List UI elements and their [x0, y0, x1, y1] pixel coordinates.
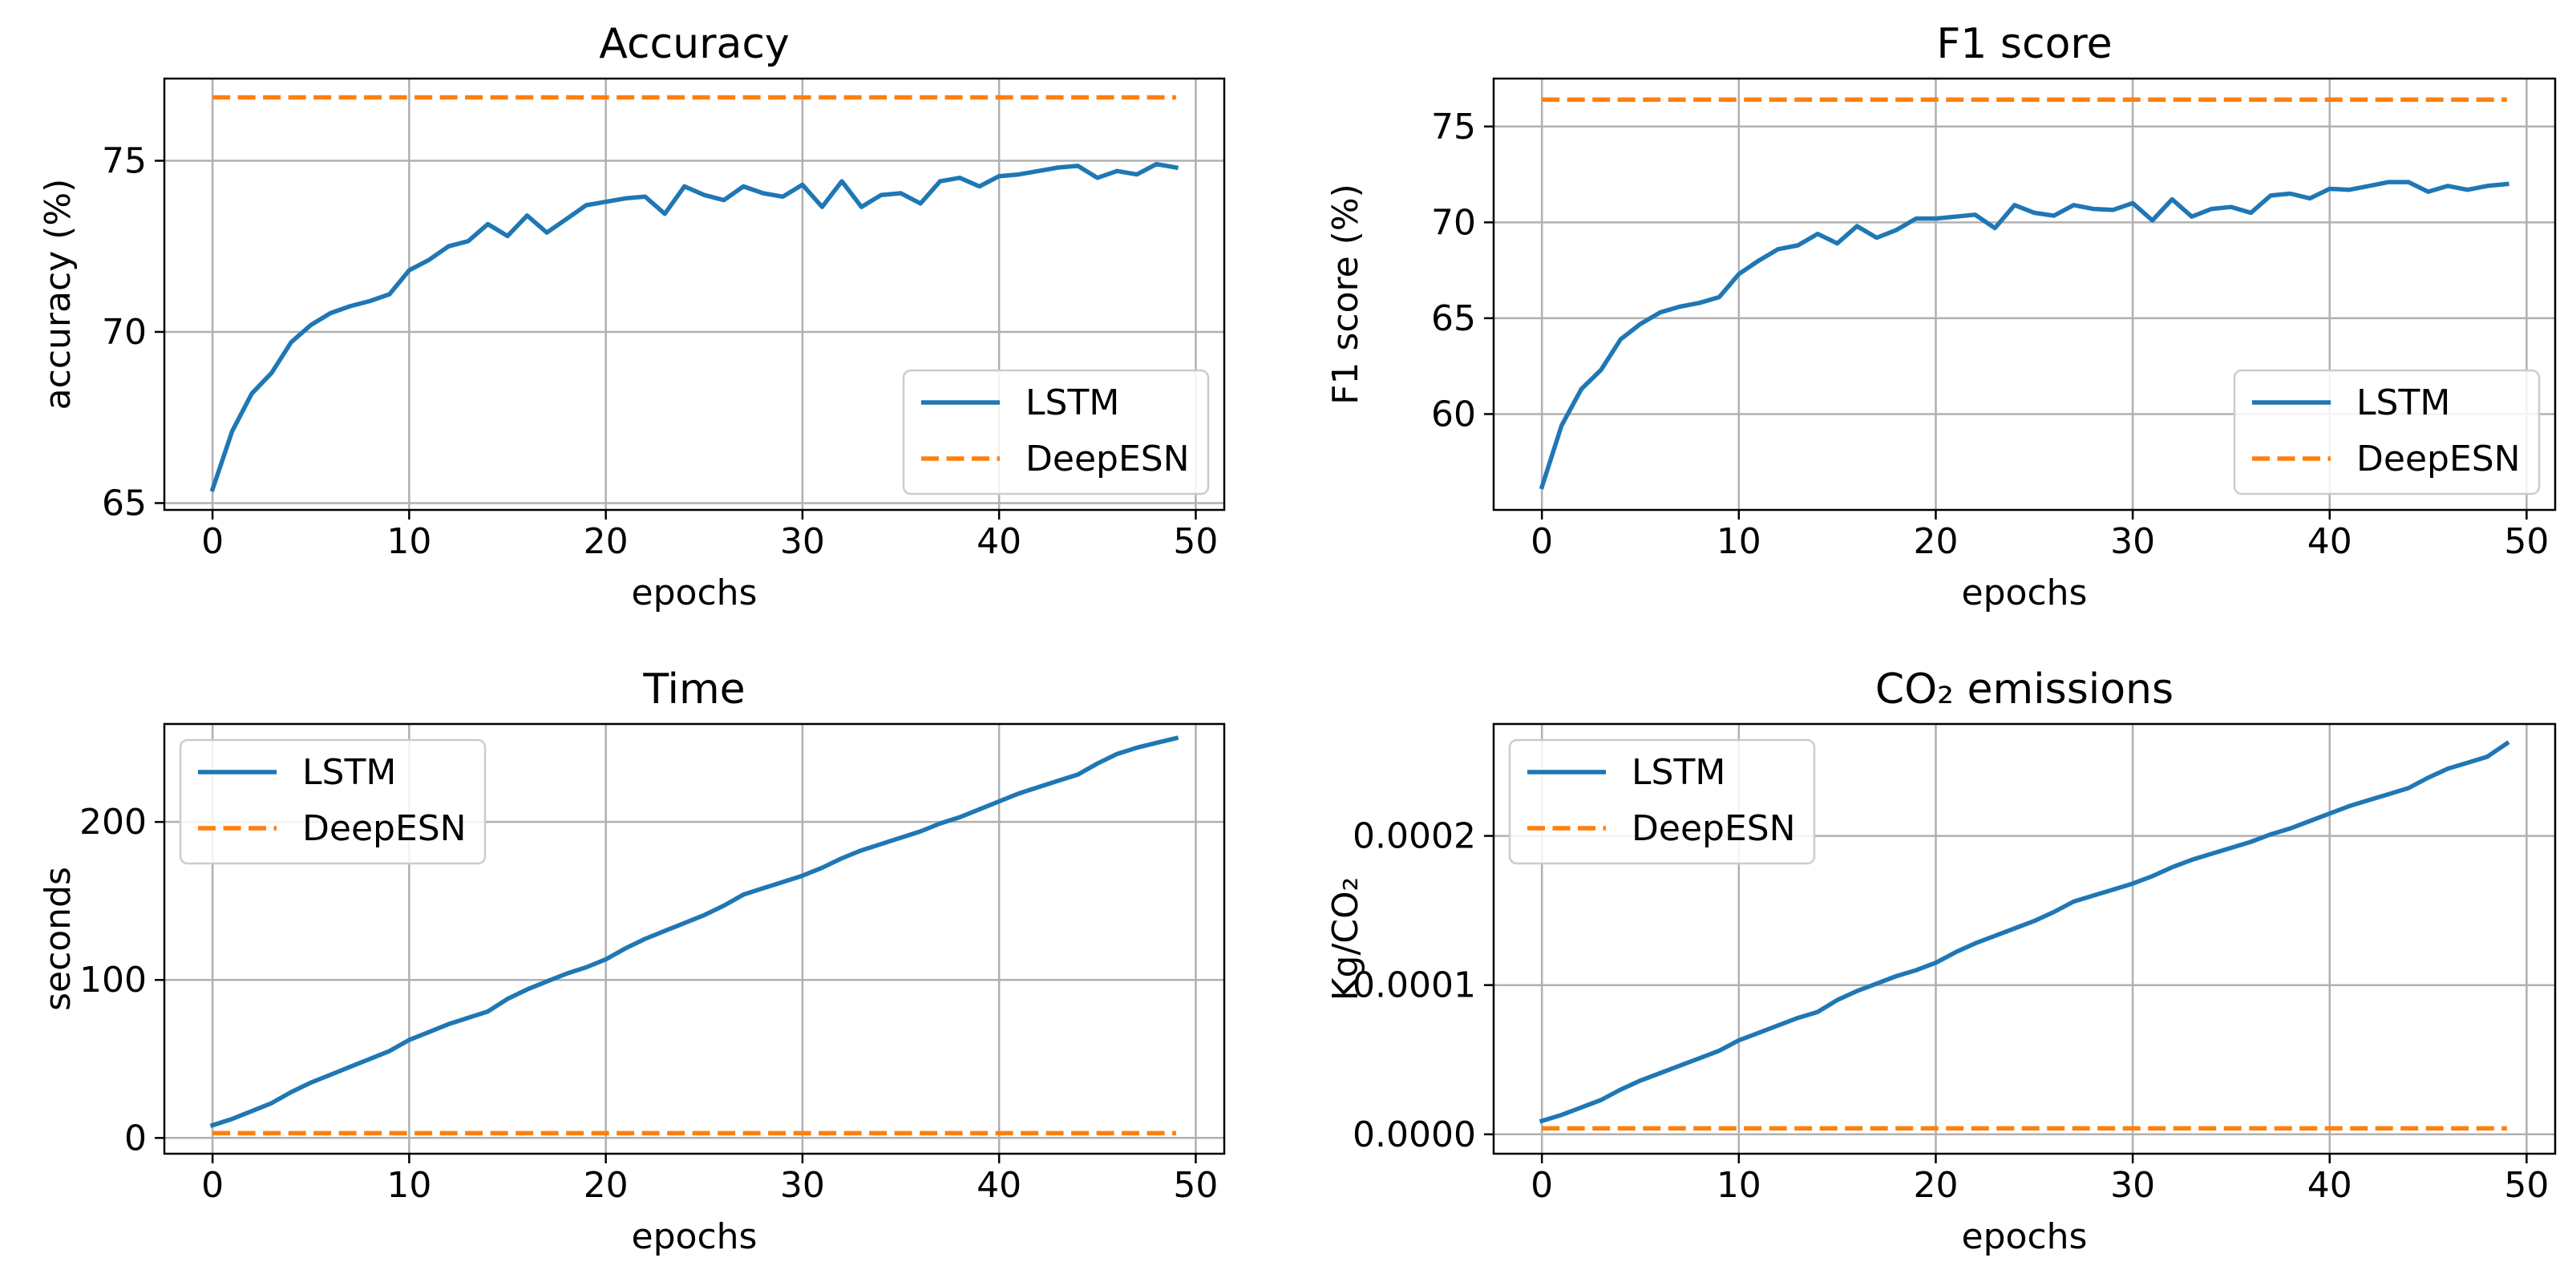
- axes-frame: [163, 77, 1226, 512]
- x-tick-label: 50: [2504, 1165, 2549, 1206]
- y-tick-label: 70: [1431, 202, 1476, 243]
- axes-frame: [1492, 722, 2557, 1155]
- legend-label-deepesn: DeepESN: [302, 808, 467, 849]
- y-tick-label: 70: [102, 312, 147, 353]
- x-axis-label: epochs: [1962, 572, 2088, 613]
- y-axis-label: accuracy (%): [38, 179, 79, 410]
- y-axis-label: F1 score (%): [1325, 184, 1366, 405]
- x-tick-label: 10: [386, 1165, 431, 1206]
- x-tick-label: 0: [201, 1165, 224, 1206]
- y-tick-label: 0.0001: [1353, 965, 1476, 1006]
- legend-label-deepesn: DeepESN: [1632, 808, 1796, 849]
- subplot-2: 0 10 20 30 40 50 60 65 70 75 F1 score epochs F1 scor…: [1325, 20, 2557, 613]
- x-tick-label: 30: [2110, 521, 2155, 562]
- legend: LSTM DeepESN: [2233, 369, 2541, 495]
- chart-title: F1 score: [1936, 20, 2112, 68]
- x-tick-label: 0: [201, 521, 224, 562]
- subplot-4: 0 10 20 30 40 50 0.0000 0.0001 0.0002 CO₂ emissio…: [1325, 665, 2557, 1257]
- legend: LSTM DeepESN: [1508, 738, 1816, 865]
- y-tick-label: 75: [102, 140, 147, 181]
- x-tick-label: 50: [2504, 521, 2549, 562]
- y-tick-label: 100: [79, 960, 147, 1001]
- x-tick-label: 40: [2307, 521, 2352, 562]
- x-tick-label: 30: [780, 521, 825, 562]
- series-line-lstm: [209, 735, 1179, 1128]
- y-axis-label: seconds: [38, 867, 79, 1011]
- series-line-lstm: [1539, 180, 2509, 490]
- x-tick-label: 20: [1913, 1165, 1958, 1206]
- x-tick-label: 20: [584, 521, 629, 562]
- x-axis-label: epochs: [632, 572, 758, 613]
- x-axis-label: epochs: [632, 1216, 758, 1257]
- legend: LSTM DeepESN: [902, 369, 1210, 495]
- legend-label-lstm: LSTM: [1632, 752, 1725, 793]
- axes-frame: [1492, 77, 2557, 512]
- series-line-lstm: [209, 161, 1179, 492]
- legend-label-lstm: LSTM: [2356, 382, 2450, 423]
- x-tick-label: 20: [584, 1165, 629, 1206]
- y-tick-label: 0.0002: [1353, 816, 1476, 857]
- x-tick-label: 10: [1717, 521, 1761, 562]
- x-tick-label: 40: [977, 1165, 1021, 1206]
- chart-title: Time: [642, 665, 745, 714]
- x-tick-label: 10: [1717, 1165, 1761, 1206]
- x-tick-label: 50: [1173, 1165, 1218, 1206]
- subplot-3: 0 10 20 30 40 50 0 100 200 Time epochs seconds LSTM D…: [38, 665, 1226, 1257]
- y-tick-label: 75: [1431, 107, 1476, 148]
- legend: LSTM DeepESN: [179, 738, 487, 865]
- chart-title: Accuracy: [599, 20, 789, 68]
- y-tick-label: 65: [1431, 298, 1476, 339]
- y-tick-label: 200: [79, 802, 147, 843]
- legend-label-deepesn: DeepESN: [1025, 439, 1190, 479]
- y-axis-label: Kg/CO₂: [1325, 877, 1366, 1001]
- x-tick-label: 50: [1173, 521, 1218, 562]
- legend-label-lstm: LSTM: [1025, 382, 1119, 423]
- x-tick-label: 40: [977, 521, 1021, 562]
- y-tick-label: 65: [102, 483, 147, 524]
- series-line-lstm: [1539, 740, 2510, 1124]
- legend-label-lstm: LSTM: [302, 752, 396, 793]
- x-axis-label: epochs: [1962, 1216, 2088, 1257]
- x-tick-label: 0: [1531, 521, 1553, 562]
- x-tick-label: 0: [1531, 1165, 1553, 1206]
- subplot-1: 0 10 20 30 40 50 65 70 75 Accuracy epochs accuracy …: [38, 20, 1226, 613]
- y-tick-label: 0.0000: [1353, 1114, 1476, 1155]
- y-tick-label: 0: [124, 1118, 147, 1159]
- legend-label-deepesn: DeepESN: [2356, 439, 2521, 479]
- y-tick-label: 60: [1431, 394, 1476, 435]
- x-tick-label: 30: [2110, 1165, 2155, 1206]
- x-tick-label: 10: [386, 521, 431, 562]
- axes-frame: [163, 722, 1226, 1155]
- x-tick-label: 20: [1913, 521, 1958, 562]
- x-tick-label: 30: [780, 1165, 825, 1206]
- x-tick-label: 40: [2307, 1165, 2352, 1206]
- chart-title: CO₂ emissions: [1875, 665, 2174, 714]
